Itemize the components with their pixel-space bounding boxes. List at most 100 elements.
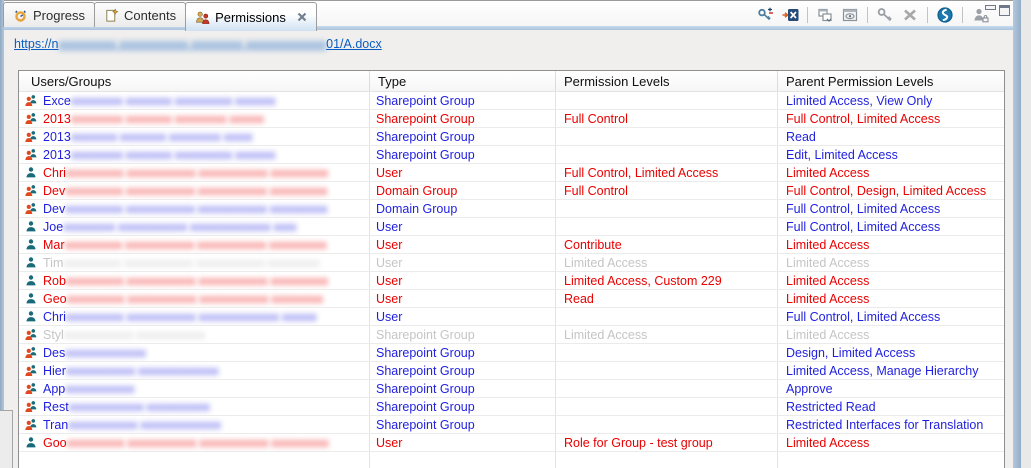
document-url-link[interactable]: https://nxxxxxxxxxx xxxxxxxxxxxx xxxxxxx… xyxy=(14,37,382,51)
table-row[interactable]: Mar xxxxxxxxxx xxxxxxxxxxxx xxxxxxxxxxxx … xyxy=(19,236,1004,254)
user-icon xyxy=(24,166,38,179)
redacted-name: xxxxxxxxxx xxxxxxxxxxxx xxxxxxxxxxxx xxx… xyxy=(65,183,328,198)
parent-permission-levels-cell: Limited Access, Manage Hierarchy xyxy=(786,364,979,378)
cascade-windows-icon[interactable] xyxy=(816,6,834,23)
tab-progress[interactable]: Progress xyxy=(3,2,96,27)
user-group-name: Styl xyxy=(43,327,64,342)
redacted-name: xxxxxxxxx xxxxxxxx xxxxxxxxx xxxxxx xyxy=(70,111,264,126)
users-groups-cell: Dev xxxxxxxxxx xxxxxxxxxxxx xxxxxxxxxxxx … xyxy=(19,200,370,217)
redacted-name: xxxxxxxxxx xxxxxxxxxxxx xxxxxxxxxxxx xxx… xyxy=(64,237,327,252)
table-row[interactable]: Goo xxxxxxxxxx xxxxxxxxxxxx xxxxxxxxxxxx … xyxy=(19,434,1004,452)
table-row[interactable]: Dev xxxxxxxxxx xxxxxxxxxxxx xxxxxxxxxxxx … xyxy=(19,200,1004,218)
table-row[interactable]: Des xxxxxxxxxxxxxx Sharepoint Group Desig… xyxy=(19,344,1004,362)
table-row[interactable]: Exce xxxxxxxxx xxxxxxxx xxxxxxxxxx xxxxxx… xyxy=(19,92,1004,110)
table-row[interactable]: Dev xxxxxxxxxx xxxxxxxxxxxx xxxxxxxxxxxx … xyxy=(19,182,1004,200)
permissions-view-window: Progress Contents xyxy=(3,0,1013,468)
watch-view-icon[interactable] xyxy=(841,6,859,23)
user-group-name: Rest xyxy=(43,399,69,414)
table-row[interactable]: Styl xxxxxxxxxxxx xxxxxxxxxxxx Sharepoint… xyxy=(19,326,1004,344)
close-tab-icon[interactable] xyxy=(297,12,307,22)
key-icon[interactable] xyxy=(876,6,894,23)
permission-levels-cell xyxy=(556,398,778,415)
user-icon xyxy=(24,292,38,305)
table-row[interactable]: Geo xxxxxxxxxx xxxxxxxxxxxx xxxxxxxxxxxx … xyxy=(19,290,1004,308)
tab-permissions[interactable]: Permissions xyxy=(185,2,317,31)
group-icon xyxy=(24,202,38,215)
parent-permission-levels-cell: Read xyxy=(786,130,816,144)
parent-permission-levels-cell: Limited Access xyxy=(786,328,870,342)
table-row[interactable]: 2013 xxxxxxxxx xxxxxxxx xxxxxxxxxx xxxxxx… xyxy=(19,146,1004,164)
table-row[interactable]: Joe xxxxxxxxx xxxxxxxxxxxx xxxxxxxxxxxxxx… xyxy=(19,218,1004,236)
group-icon xyxy=(24,112,38,125)
table-row[interactable]: 2013 xxxxxxxx xxxxxxxx xxxxxxxxx xxxxx Sh… xyxy=(19,128,1004,146)
type-cell: Domain Group xyxy=(370,200,556,217)
permission-levels-cell xyxy=(556,308,778,325)
parent-permission-levels-cell: Restricted Interfaces for Translation xyxy=(786,418,984,432)
user-group-name: Mar xyxy=(43,237,65,252)
permission-levels-cell: Role for Group - test group xyxy=(556,434,778,451)
column-header-permission-levels[interactable]: Permission Levels xyxy=(556,71,778,91)
user-group-name: Dev xyxy=(43,183,66,198)
synchronize-icon[interactable] xyxy=(936,6,954,23)
user-group-name: Hier xyxy=(43,363,66,378)
add-remove-permission-icon[interactable] xyxy=(756,6,774,23)
users-groups-cell: Rest xxxxxxxxxxxxx xxxxxxxxxxx xyxy=(19,398,370,415)
users-groups-cell: Hier xxxxxxxxxxxx xxxxxxxxxxxxxx xyxy=(19,362,370,379)
parent-permission-levels-cell: Design, Limited Access xyxy=(786,346,916,360)
permission-levels-cell xyxy=(556,200,778,217)
type-cell: User xyxy=(370,308,556,325)
permission-levels-cell xyxy=(556,92,778,109)
table-row[interactable]: Chri xxxxxxxxxx xxxxxxxxxxxx xxxxxxxxxxxx… xyxy=(19,308,1004,326)
permission-levels-cell xyxy=(556,218,778,235)
export-to-excel-icon[interactable] xyxy=(781,6,799,23)
user-group-name: Tran xyxy=(43,417,69,432)
redacted-name: xxxxxxxxxxxx xxxxxxxxxxxxxx xyxy=(68,417,221,432)
table-row[interactable]: 2013 xxxxxxxxx xxxxxxxx xxxxxxxxx xxxxxx … xyxy=(19,110,1004,128)
table-row[interactable]: Tim xxxxxxxxxx xxxxxxxxxxxx xxxxxxxxxxxx … xyxy=(19,254,1004,272)
users-groups-cell: Goo xxxxxxxxxx xxxxxxxxxxxx xxxxxxxxxxxx … xyxy=(19,434,370,451)
users-groups-cell: App xxxxxxxxxxxx xyxy=(19,380,370,397)
users-groups-cell: Tim xxxxxxxxxx xxxxxxxxxxxx xxxxxxxxxxxx … xyxy=(19,254,370,271)
type-cell: Sharepoint Group xyxy=(370,92,556,109)
type-cell: Domain Group xyxy=(370,182,556,199)
type-cell: Sharepoint Group xyxy=(370,110,556,127)
group-icon xyxy=(24,328,38,341)
user-lock-icon[interactable] xyxy=(971,6,989,23)
type-cell: Sharepoint Group xyxy=(370,326,556,343)
user-group-name: Dev xyxy=(43,201,66,216)
tab-label: Permissions xyxy=(215,9,286,25)
column-header-type[interactable]: Type xyxy=(370,71,556,91)
permissions-table: Users/Groups Type Permission Levels Pare… xyxy=(18,70,1005,468)
permission-levels-cell xyxy=(556,416,778,433)
users-groups-cell: 2013 xxxxxxxx xxxxxxxx xxxxxxxxx xxxxx xyxy=(19,128,370,145)
redacted-name: xxxxxxxxx xxxxxxxx xxxxxxxxxx xxxxxxx xyxy=(70,147,276,162)
users-groups-cell: Geo xxxxxxxxxx xxxxxxxxxxxx xxxxxxxxxxxx … xyxy=(19,290,370,307)
delete-icon[interactable] xyxy=(901,6,919,23)
column-header-parent-permission-levels[interactable]: Parent Permission Levels xyxy=(786,74,934,89)
column-header-users-groups[interactable]: Users/Groups xyxy=(19,71,370,91)
document-url-row: https://nxxxxxxxxxx xxxxxxxxxxxx xxxxxxx… xyxy=(14,37,382,51)
users-groups-cell: Styl xxxxxxxxxxxx xxxxxxxxxxxx xyxy=(19,326,370,343)
table-row[interactable]: Chri xxxxxxxxxx xxxxxxxxxxxx xxxxxxxxxxxx… xyxy=(19,164,1004,182)
users-groups-cell: Rob xxxxxxxxxx xxxxxxxxxxxx xxxxxxxxxxxx … xyxy=(19,272,370,289)
parent-permission-levels-cell: Limited Access xyxy=(786,256,870,270)
redacted-name: xxxxxxxx xxxxxxxx xxxxxxxxx xxxxx xyxy=(70,129,253,144)
minimize-button[interactable] xyxy=(984,5,996,14)
group-icon xyxy=(24,94,38,107)
maximize-button[interactable] xyxy=(999,5,1010,16)
tab-bar: Progress Contents xyxy=(3,0,1013,31)
group-icon xyxy=(24,382,38,395)
table-row[interactable]: Rob xxxxxxxxxx xxxxxxxxxxxx xxxxxxxxxxxx … xyxy=(19,272,1004,290)
redacted-name: xxxxxxxxxxxx xxxxxxxxxxxxxx xyxy=(65,363,219,378)
tab-contents[interactable]: Contents xyxy=(94,2,187,27)
redacted-name: xxxxxxxxx xxxxxxxxxxxx xxxxxxxxxxxxxx xx… xyxy=(63,219,297,234)
table-row[interactable]: Tran xxxxxxxxxxxx xxxxxxxxxxxxxx Sharepoi… xyxy=(19,416,1004,434)
toolbar-separator xyxy=(867,6,868,23)
table-row[interactable]: Hier xxxxxxxxxxxx xxxxxxxxxxxxxx Sharepoi… xyxy=(19,362,1004,380)
table-row[interactable]: Rest xxxxxxxxxxxxx xxxxxxxxxxx Sharepoint… xyxy=(19,398,1004,416)
group-icon xyxy=(24,364,38,377)
url-suffix: 01/A.docx xyxy=(326,37,382,51)
redacted-name: xxxxxxxxxx xxxxxxxxxxxx xxxxxxxxxxxx xxx… xyxy=(65,273,328,288)
table-row[interactable]: App xxxxxxxxxxxx Sharepoint Group Approve xyxy=(19,380,1004,398)
type-cell: Sharepoint Group xyxy=(370,362,556,379)
